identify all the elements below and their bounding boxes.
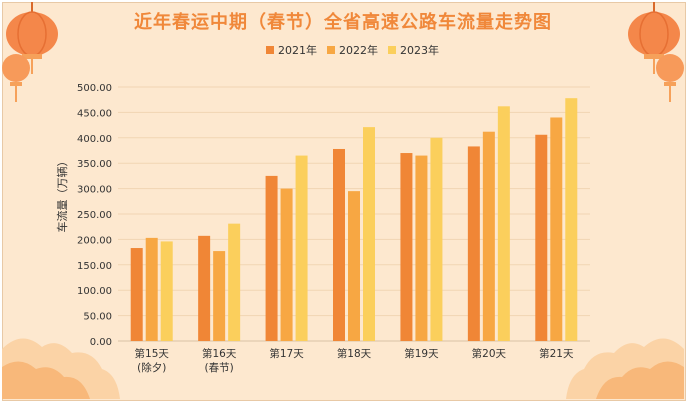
legend-label-2022: 2022年 [339, 44, 378, 57]
bar-2023年-5 [497, 106, 510, 341]
legend-swatch-2022 [327, 46, 335, 54]
x-tick-label: 第19天 [404, 347, 439, 360]
legend-item-2022: 2022年 [327, 42, 378, 58]
bar-2021年-6 [535, 134, 548, 341]
bar-2021年-3 [333, 148, 345, 341]
bar-2023年-6 [565, 98, 578, 342]
legend-label-2023: 2023年 [400, 44, 439, 57]
y-tick-label: 50.00 [83, 312, 112, 323]
x-tick-label: (除夕) [137, 361, 166, 374]
chart-title: 近年春运中期（春节）全省高速公路车流量走势图 [134, 12, 552, 33]
bar-2022年-3 [348, 191, 360, 341]
cloud-decoration-bottom-right [566, 338, 684, 399]
y-tick-label: 100.00 [77, 286, 112, 297]
bar-2021年-4 [400, 153, 413, 341]
bar-2022年-6 [550, 117, 563, 341]
legend: 2021年 2022年 2023年 [266, 43, 449, 57]
lantern-decoration-top-left [2, 2, 58, 102]
y-tick-label: 150.00 [77, 261, 112, 272]
y-tick-label: 500.00 [77, 83, 112, 94]
y-tick-label: 250.00 [77, 210, 112, 221]
x-tick-label: (春节) [205, 362, 234, 374]
x-tick-label: 第21天 [539, 347, 574, 360]
legend-swatch-2021 [266, 46, 274, 54]
bar-2022年-1 [213, 251, 226, 341]
y-tick-label: 400.00 [77, 134, 112, 145]
bar-2022年-0 [145, 237, 158, 341]
x-tick-label: 第16天 [202, 347, 237, 360]
bar-2023年-0 [160, 241, 173, 341]
bar-2021年-2 [265, 175, 278, 341]
lantern-decoration-top-right [628, 2, 684, 102]
bar-2023年-1 [228, 223, 241, 341]
bar-2021年-0 [130, 248, 143, 341]
legend-swatch-2023 [388, 46, 396, 54]
bar-2023年-2 [295, 155, 308, 341]
y-tick-label: 200.00 [77, 235, 112, 246]
y-tick-label: 0.00 [90, 337, 112, 348]
x-tick-label: 第18天 [337, 347, 372, 360]
cloud-decoration-bottom-left [2, 338, 120, 399]
y-tick-label: 450.00 [77, 108, 112, 119]
bar-2022年-4 [415, 155, 428, 341]
y-tick-label: 350.00 [77, 159, 112, 170]
bar-2023年-3 [363, 127, 375, 341]
legend-item-2021: 2021年 [266, 42, 317, 58]
bar-2022年-5 [482, 131, 495, 341]
bar-2022年-2 [280, 188, 293, 341]
x-tick-label: 第20天 [472, 347, 507, 360]
x-tick-label: 第15天 [135, 347, 170, 360]
legend-label-2021: 2021年 [278, 44, 317, 57]
x-tick-label: 第17天 [269, 347, 304, 360]
bar-2023年-4 [430, 137, 443, 341]
y-tick-label: 300.00 [77, 185, 112, 196]
y-axis-title: 车流量（万辆） [55, 156, 69, 233]
bar-2021年-5 [467, 146, 480, 341]
legend-item-2023: 2023年 [388, 42, 439, 58]
bar-2021年-1 [198, 235, 211, 341]
